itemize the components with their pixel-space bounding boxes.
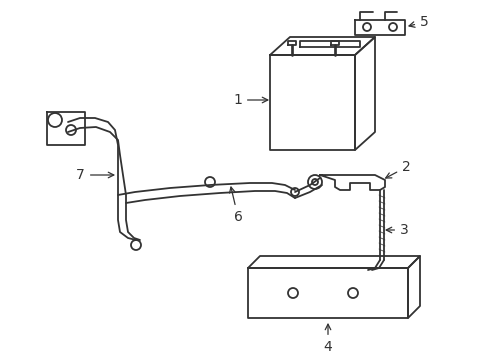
Text: 4: 4: [323, 324, 332, 354]
Text: 5: 5: [408, 15, 428, 29]
Text: 1: 1: [233, 93, 267, 107]
Text: 2: 2: [385, 160, 410, 178]
Text: 7: 7: [76, 168, 114, 182]
Text: 3: 3: [386, 223, 408, 237]
Text: 6: 6: [229, 187, 242, 224]
Circle shape: [52, 117, 58, 123]
